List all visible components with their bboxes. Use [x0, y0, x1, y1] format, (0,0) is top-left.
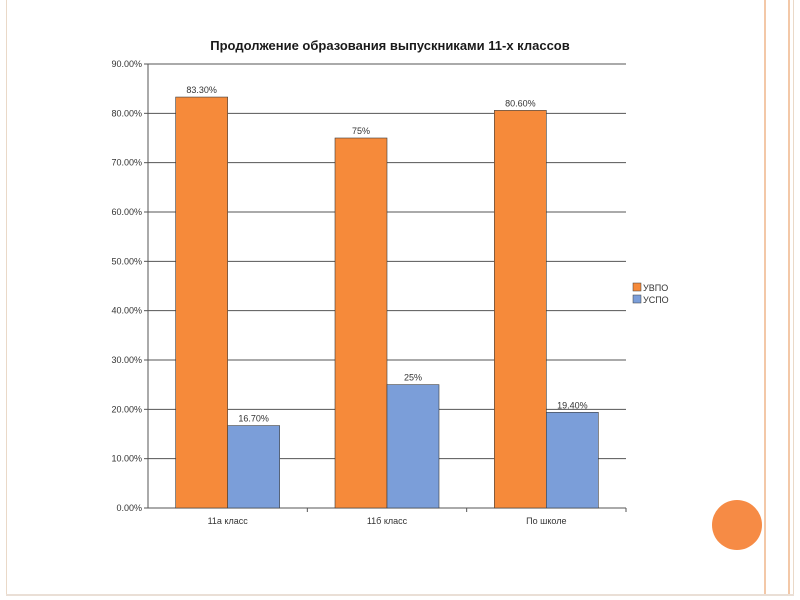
legend-label: УВПО [643, 283, 668, 293]
data-label: 83.30% [186, 85, 217, 95]
bar-uspo [546, 411, 599, 509]
y-tick-label: 40.00% [111, 306, 142, 316]
bar-uvpo [494, 110, 547, 509]
y-tick-label: 80.00% [111, 108, 142, 118]
x-category-label: 11б класс [367, 516, 408, 526]
bar-uspo [386, 384, 440, 509]
y-tick-label: 20.00% [111, 404, 142, 414]
y-tick-label: 50.00% [111, 256, 142, 266]
bars [175, 96, 599, 509]
data-label: 75% [352, 126, 370, 136]
data-labels: 83.30% 16.70% 75% 25% 80.60% 19.40% [186, 85, 587, 424]
bar-uvpo [334, 137, 388, 509]
legend: УВПО УСПО [632, 282, 669, 305]
y-tick-label: 70.00% [111, 158, 142, 168]
y-tick-label: 10.00% [111, 454, 142, 464]
data-label: 19.40% [557, 400, 588, 410]
y-tick-label: 30.00% [111, 355, 142, 365]
legend-swatch [632, 282, 642, 292]
data-label: 16.70% [238, 414, 269, 424]
data-label: 25% [404, 373, 422, 383]
x-category-label: 11а класс [208, 516, 249, 526]
orange-circle-icon [712, 500, 762, 550]
slide-bottom-line [6, 594, 794, 596]
bar-uvpo [175, 96, 228, 509]
slide-side-band [764, 0, 790, 594]
chart-title: Продолжение образования выпускниками 11-… [210, 38, 569, 53]
legend-swatch [632, 294, 642, 304]
y-tick-label: 60.00% [111, 207, 142, 217]
y-tick-label: 0.00% [116, 503, 142, 513]
slide-frame [6, 0, 794, 594]
y-tick-label: 90.00% [111, 59, 142, 69]
data-label: 80.60% [505, 98, 536, 108]
bar-uspo [227, 425, 280, 509]
x-category-label: По школе [526, 516, 566, 526]
legend-label: УСПО [643, 295, 669, 305]
